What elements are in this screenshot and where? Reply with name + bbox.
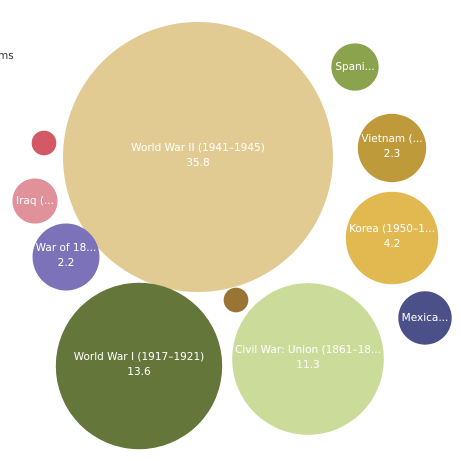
bubble-label: Civil War: Union (1861–18... — [235, 344, 381, 356]
bubble-label: World War I (1917–1921) — [74, 351, 205, 363]
bubble — [223, 287, 249, 313]
bubble-value: 2.2 — [58, 257, 75, 269]
bubble — [345, 191, 439, 285]
bubble — [331, 43, 379, 91]
bubble — [63, 22, 333, 292]
bubble — [31, 130, 57, 156]
bubble-label: Mexica... — [402, 312, 449, 324]
bubble-label: Spani... — [335, 61, 374, 73]
bubble — [55, 282, 223, 450]
bubble-value: 13.6 — [127, 366, 151, 378]
bubble-value: 35.8 — [186, 157, 209, 169]
bubble-value: 2.3 — [384, 148, 401, 160]
bubble — [357, 113, 427, 183]
bubble-label: Iraq (... — [16, 195, 54, 207]
bubble — [398, 291, 452, 345]
bubble — [232, 283, 384, 435]
bubble-label: War of 18... — [36, 242, 97, 254]
bubble-label: Vietnam (... — [361, 133, 422, 145]
bubble — [32, 223, 100, 291]
legend-fragment: ms — [0, 50, 14, 62]
bubble-value: 4.2 — [384, 238, 401, 250]
bubble-label: World War II (1941–1945) — [131, 142, 265, 154]
bubble-label: Korea (1950–1... — [349, 223, 435, 235]
bubble-value: 11.3 — [296, 359, 319, 371]
bubble — [12, 178, 58, 224]
